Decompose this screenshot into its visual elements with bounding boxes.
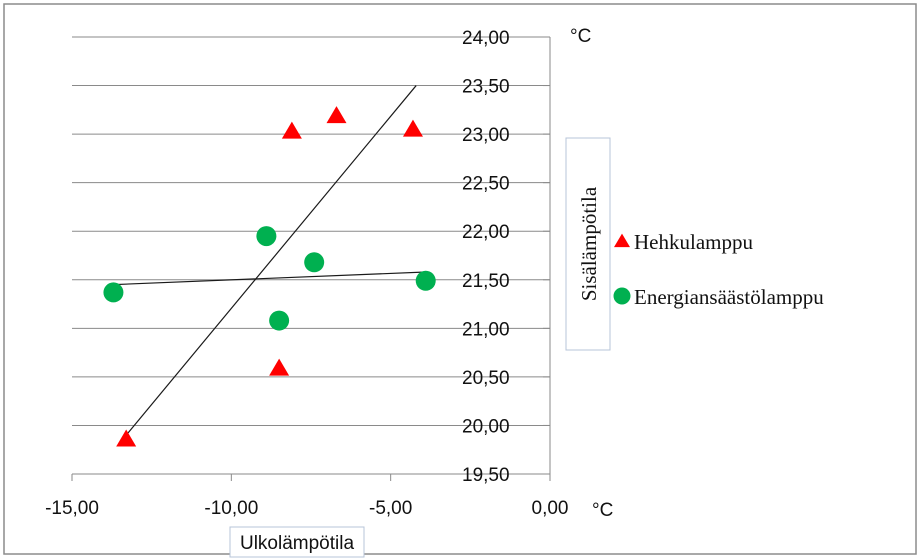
legend-marker-hehkulamppu xyxy=(614,233,630,248)
y-axis-title: Sisälämpötila xyxy=(577,186,601,301)
y-tick-label: 22,00 xyxy=(462,222,510,243)
legend-marker-energiansaastolamppu xyxy=(613,287,631,305)
y-tick-label: 20,50 xyxy=(462,368,510,389)
point-hehkulamppu xyxy=(326,106,347,124)
x-axis-title-box xyxy=(229,526,365,558)
point-hehkulamppu xyxy=(116,429,137,447)
point-hehkulamppu xyxy=(281,121,302,139)
y-tick-label: 21,00 xyxy=(462,319,510,340)
point-hehkulamppu xyxy=(269,358,290,376)
y-axis-title-box xyxy=(565,137,611,351)
y-tick-label: 23,50 xyxy=(462,77,510,98)
y-unit-label: °C xyxy=(570,26,591,47)
y-tick-label: 19,50 xyxy=(462,465,510,486)
axes: 19,50 20,00 20,50 21,00 21,50 22,00 22,50 23,00… xyxy=(45,26,613,521)
trendlines xyxy=(113,85,426,436)
point-energiansaastolamppu xyxy=(269,310,290,331)
point-energiansaastolamppu xyxy=(304,252,325,273)
point-hehkulamppu xyxy=(402,119,423,137)
chart-frame xyxy=(3,3,917,555)
x-tick-label: 0,00 xyxy=(532,498,569,519)
x-tick-label: -10,00 xyxy=(204,498,258,519)
legend: Hehkulamppu Energiansäästölamppu xyxy=(613,230,824,309)
trendline-energiansaastolamppu xyxy=(113,271,426,286)
trendline-hehkulamppu xyxy=(125,85,417,436)
y-tick-label: 22,50 xyxy=(462,174,510,195)
y-tick-label: 24,00 xyxy=(462,28,510,49)
y-tick-label: 20,00 xyxy=(462,416,510,437)
data-points xyxy=(103,106,436,447)
legend-label: Hehkulamppu xyxy=(634,230,753,254)
x-tick-label: -5,00 xyxy=(369,498,412,519)
point-energiansaastolamppu xyxy=(415,270,436,291)
y-tick-label: 23,00 xyxy=(462,125,510,146)
legend-label: Energiansäästölamppu xyxy=(634,285,824,309)
y-tick-label: 21,50 xyxy=(462,271,510,292)
point-energiansaastolamppu xyxy=(256,226,277,247)
x-unit-label: °C xyxy=(592,500,613,521)
x-tick-label: -15,00 xyxy=(45,498,99,519)
gridlines xyxy=(72,36,550,475)
axis-titles: Sisälämpötila Ulkolämpötila xyxy=(229,137,611,558)
point-energiansaastolamppu xyxy=(103,282,124,303)
x-axis-title: Ulkolämpötila xyxy=(240,533,354,554)
